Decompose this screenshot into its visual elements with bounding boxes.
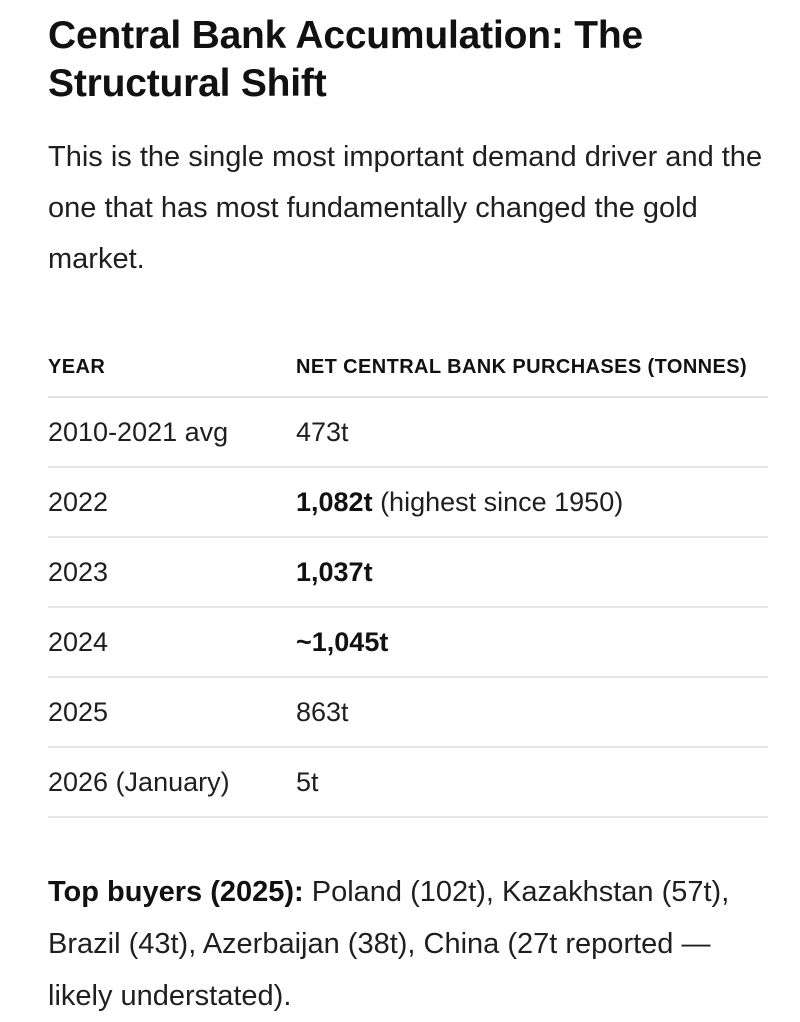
- cell-purchases: ~1,045t: [296, 607, 768, 678]
- cell-year: 2024: [48, 607, 296, 678]
- header-purchases: NET CENTRAL BANK PURCHASES (TONNES): [296, 338, 768, 398]
- purchase-value: 1,037t: [296, 556, 373, 587]
- cell-year: 2010-2021 avg: [48, 397, 296, 468]
- cell-purchases: 5t: [296, 747, 768, 818]
- purchases-table: YEAR NET CENTRAL BANK PURCHASES (TONNES)…: [48, 338, 768, 818]
- table-row: 2024 ~1,045t: [48, 607, 768, 678]
- table-header-row: YEAR NET CENTRAL BANK PURCHASES (TONNES): [48, 338, 768, 398]
- cell-year: 2023: [48, 537, 296, 608]
- top-buyers-paragraph: Top buyers (2025): Poland (102t), Kazakh…: [48, 866, 768, 1022]
- cell-purchases: 473t: [296, 397, 768, 468]
- cell-purchases: 863t: [296, 677, 768, 748]
- table-row: 2026 (January) 5t: [48, 747, 768, 818]
- table-row: 2010-2021 avg 473t: [48, 397, 768, 468]
- top-buyers-text: Poland (102t), Kazakhstan (57t), Brazil …: [48, 876, 730, 1012]
- cell-year: 2022: [48, 467, 296, 538]
- page-title: Central Bank Accumulation: The Structura…: [48, 14, 643, 105]
- purchase-value: 1,082t: [296, 486, 373, 517]
- top-buyers-label: Top buyers (2025):: [48, 876, 304, 908]
- table-row: 2025 863t: [48, 677, 768, 748]
- purchase-value: 863t: [296, 696, 349, 727]
- intro-paragraph: This is the single most important demand…: [48, 141, 763, 275]
- purchase-note: (highest since 1950): [372, 486, 624, 517]
- table-row: 2022 1,082t (highest since 1950): [48, 467, 768, 538]
- purchase-value: 473t: [296, 416, 349, 447]
- cell-year: 2026 (January): [48, 747, 296, 818]
- purchases-table-scroll[interactable]: YEAR NET CENTRAL BANK PURCHASES (TONNES)…: [48, 338, 768, 818]
- cell-purchases: 1,037t: [296, 537, 768, 608]
- purchase-value: 5t: [296, 766, 319, 797]
- purchase-value: ~1,045t: [296, 626, 389, 657]
- cell-purchases: 1,082t (highest since 1950): [296, 467, 768, 538]
- cell-year: 2025: [48, 677, 296, 748]
- header-year: YEAR: [48, 338, 296, 398]
- table-row: 2023 1,037t: [48, 537, 768, 608]
